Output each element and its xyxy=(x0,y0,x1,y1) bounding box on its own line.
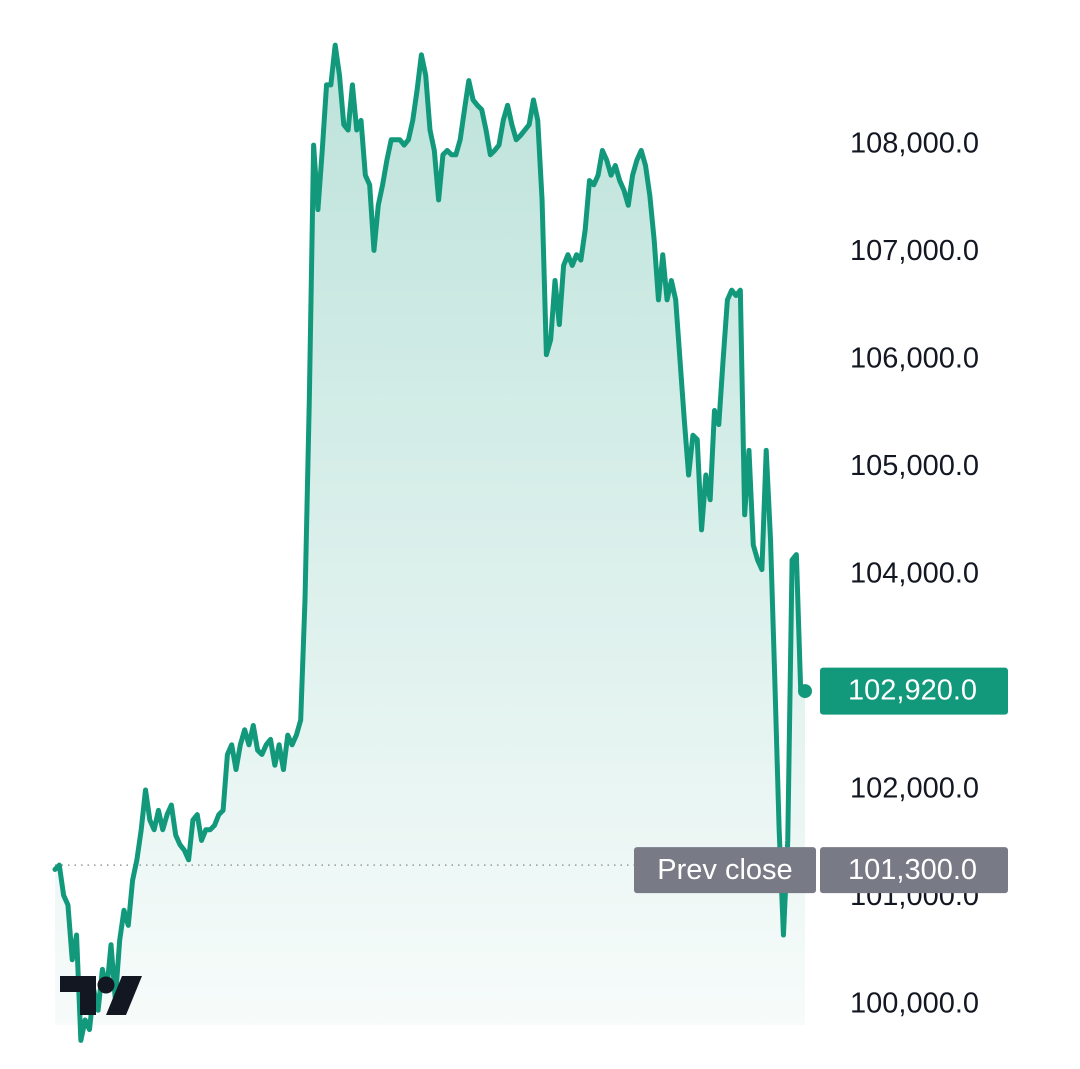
prev-close-value-badge xyxy=(820,847,1008,894)
tradingview-logo xyxy=(60,976,142,1015)
y-tick-label: 100,000.0 xyxy=(850,988,979,1020)
prev-close-name: Prev close xyxy=(657,854,792,886)
prev-close-value: 101,300.0 xyxy=(848,854,977,886)
last-price-label: 102,920.0 xyxy=(848,675,977,707)
y-tick-label: 106,000.0 xyxy=(850,343,979,375)
price-line xyxy=(52,42,808,1043)
y-tick-label: 104,000.0 xyxy=(850,558,979,590)
y-tick-label: 108,000.0 xyxy=(850,128,979,160)
prev-close-name-badge xyxy=(634,847,816,894)
last-point xyxy=(798,684,812,699)
y-tick-label: 107,000.0 xyxy=(850,235,979,267)
area-fill xyxy=(55,45,805,1041)
y-tick-label: 105,000.0 xyxy=(850,450,979,482)
y-tick-label: 102,000.0 xyxy=(850,773,979,805)
last-price-badge xyxy=(820,667,1008,715)
